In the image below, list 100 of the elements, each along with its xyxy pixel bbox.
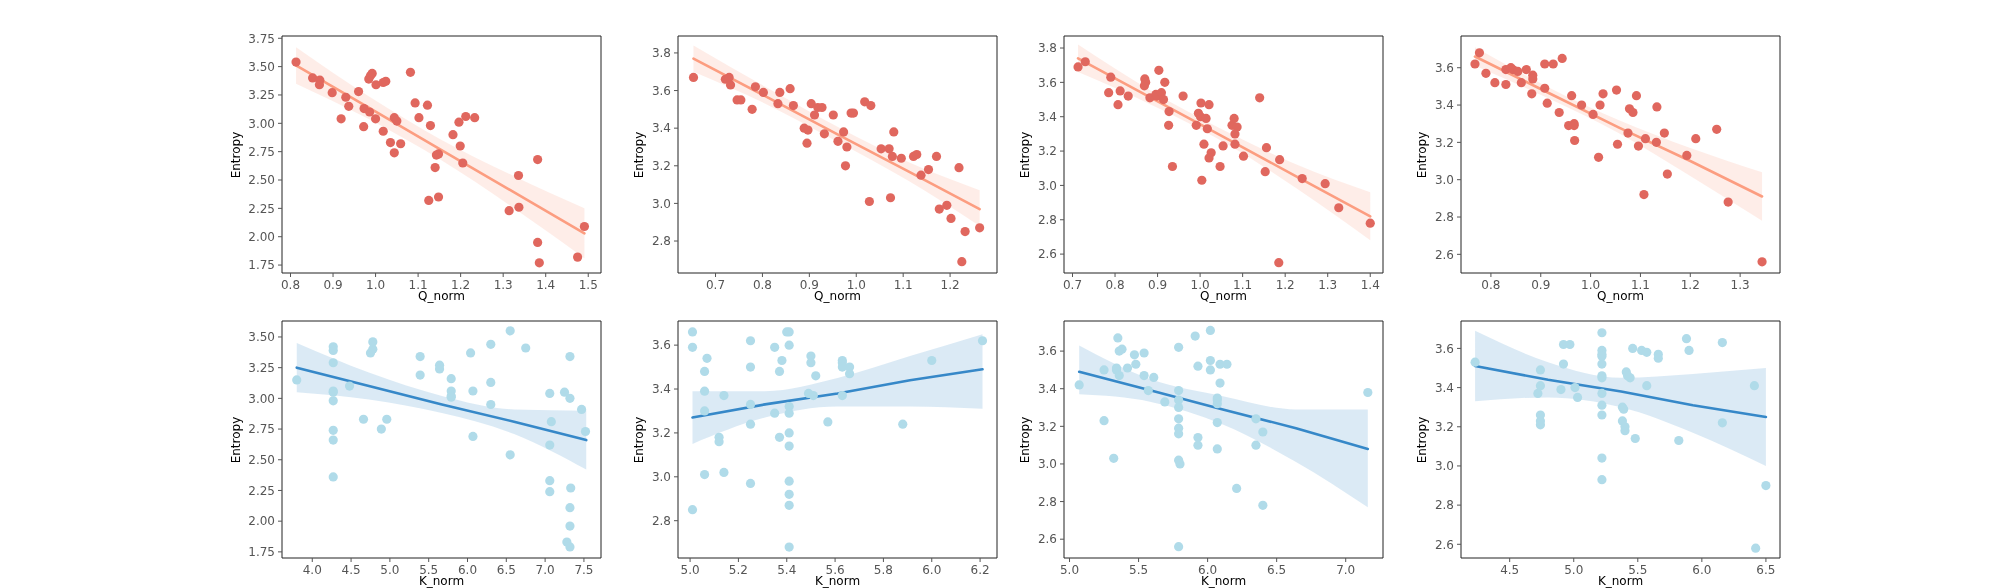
x-tick-label: 5.0 (680, 562, 700, 577)
y-tick-label: 3.2 (1434, 420, 1454, 435)
y-tick-label: 3.0 (1434, 172, 1454, 187)
x-tick-label: 4.5 (341, 562, 361, 577)
x-tick-label: 0.9 (1148, 277, 1168, 292)
y-tick-label: 2.8 (651, 234, 671, 249)
y-tick-label: 3.00 (248, 391, 275, 406)
y-tick-label: 3.50 (248, 59, 275, 74)
x-tick-label: 5.5 (419, 562, 439, 577)
x-tick-label: 1.1 (893, 277, 913, 292)
y-tick-label: 2.8 (1434, 498, 1454, 513)
x-axis-title: Q_norm (418, 289, 465, 304)
y-tick-label: 3.6 (1037, 344, 1057, 359)
x-tick-label: 0.7 (705, 277, 726, 292)
y-tick-label: 3.2 (1434, 135, 1454, 150)
x-tick-label: 6.5 (496, 562, 516, 577)
x-tick-label: 1.4 (536, 277, 556, 292)
x-tick-label: 1.1 (408, 277, 428, 292)
x-tick-label: 1.2 (1680, 277, 1700, 292)
y-axis-title: Entropy (632, 416, 647, 463)
y-tick-label: 3.8 (651, 46, 671, 61)
y-tick-label: 3.6 (651, 338, 671, 353)
x-tick-label: 1.0 (1581, 277, 1601, 292)
y-tick-label: 3.4 (651, 382, 671, 397)
x-tick-label: 5.2 (728, 562, 748, 577)
y-tick-label: 2.8 (1434, 210, 1454, 225)
y-tick-label: 3.6 (1434, 60, 1454, 75)
x-tick-label: 5.0 (380, 562, 400, 577)
y-tick-label: 3.2 (651, 426, 671, 441)
y-tick-label: 1.75 (248, 258, 275, 273)
x-tick-label: 7.0 (535, 562, 555, 577)
y-tick-label: 3.4 (1037, 109, 1057, 124)
y-tick-label: 3.0 (1037, 457, 1057, 472)
y-axis-title: Entropy (1415, 416, 1430, 463)
y-tick-label: 3.2 (651, 159, 671, 174)
y-axis-title: Entropy (1415, 131, 1430, 178)
y-tick-label: 3.4 (1434, 98, 1454, 113)
y-tick-label: 3.25 (248, 360, 275, 375)
x-tick-label: 1.0 (1190, 277, 1210, 292)
y-tick-label: 3.4 (1434, 380, 1454, 395)
x-tick-label: 4.5 (1500, 562, 1520, 577)
x-tick-label: 0.8 (1105, 277, 1125, 292)
x-tick-label: 1.3 (493, 277, 513, 292)
y-tick-label: 3.4 (1037, 381, 1057, 396)
x-tick-label: 6.2 (970, 562, 990, 577)
x-axis-title: K_norm (1200, 574, 1247, 588)
x-tick-label: 5.5 (1628, 562, 1648, 577)
x-tick-label: 5.6 (825, 562, 845, 577)
y-tick-label: 3.25 (248, 88, 275, 103)
x-tick-label: 7.0 (1336, 562, 1356, 577)
x-axis-title: K_norm (814, 574, 861, 588)
y-tick-label: 3.6 (1434, 341, 1454, 356)
y-tick-label: 3.0 (651, 470, 671, 485)
y-axis-title: Entropy (229, 416, 245, 463)
y-tick-label: 2.25 (248, 201, 275, 216)
y-tick-label: 3.0 (1434, 459, 1454, 474)
x-tick-label: 5.5 (1129, 562, 1149, 577)
y-tick-label: 3.0 (651, 196, 671, 211)
y-tick-label: 3.00 (248, 116, 275, 131)
x-tick-label: 1.4 (1360, 277, 1380, 292)
x-tick-label: 0.7 (1062, 277, 1083, 292)
x-tick-label: 0.8 (1481, 277, 1501, 292)
x-tick-label: 1.5 (578, 277, 598, 292)
y-tick-label: 2.6 (1434, 537, 1454, 552)
y-tick-label: 2.00 (248, 514, 275, 529)
x-tick-label: 6.5 (1756, 562, 1776, 577)
y-tick-label: 2.6 (1037, 532, 1057, 547)
y-tick-label: 2.50 (248, 453, 275, 468)
x-tick-label: 1.2 (940, 277, 960, 292)
x-tick-label: 0.8 (280, 277, 301, 292)
y-tick-label: 3.2 (1037, 144, 1057, 159)
y-tick-label: 2.8 (1037, 213, 1057, 228)
y-axis-title: Entropy (632, 131, 647, 178)
x-tick-label: 1.2 (451, 277, 471, 292)
y-tick-label: 3.50 (248, 330, 275, 345)
x-tick-label: 0.9 (1531, 277, 1551, 292)
x-tick-label: 6.0 (457, 562, 478, 577)
x-tick-label: 1.0 (846, 277, 866, 292)
y-tick-label: 3.0 (1037, 178, 1057, 193)
x-axis-title: K_norm (1597, 574, 1644, 588)
x-tick-label: 1.1 (1233, 277, 1253, 292)
y-tick-label: 2.75 (248, 144, 275, 159)
y-tick-label: 2.6 (1434, 247, 1454, 262)
y-tick-label: 2.8 (651, 513, 671, 528)
y-axis-title: Entropy (229, 131, 245, 178)
x-tick-label: 5.8 (873, 562, 893, 577)
x-axis-title: Q_norm (814, 289, 861, 304)
x-tick-label: 1.0 (366, 277, 386, 292)
x-tick-label: 6.5 (1267, 562, 1287, 577)
x-tick-label: 5.0 (1564, 562, 1584, 577)
y-tick-label: 3.6 (651, 83, 671, 98)
y-tick-label: 2.6 (1037, 247, 1057, 262)
x-tick-label: 0.9 (799, 277, 819, 292)
x-axis-title: Q_norm (1200, 289, 1247, 304)
x-axis-title: K_norm (418, 574, 465, 588)
x-tick-label: 7.5 (574, 562, 594, 577)
x-tick-label: 6.0 (1198, 562, 1218, 577)
y-axis-title: Entropy (1018, 131, 1033, 178)
y-tick-label: 2.75 (248, 422, 275, 437)
x-tick-label: 0.9 (323, 277, 343, 292)
